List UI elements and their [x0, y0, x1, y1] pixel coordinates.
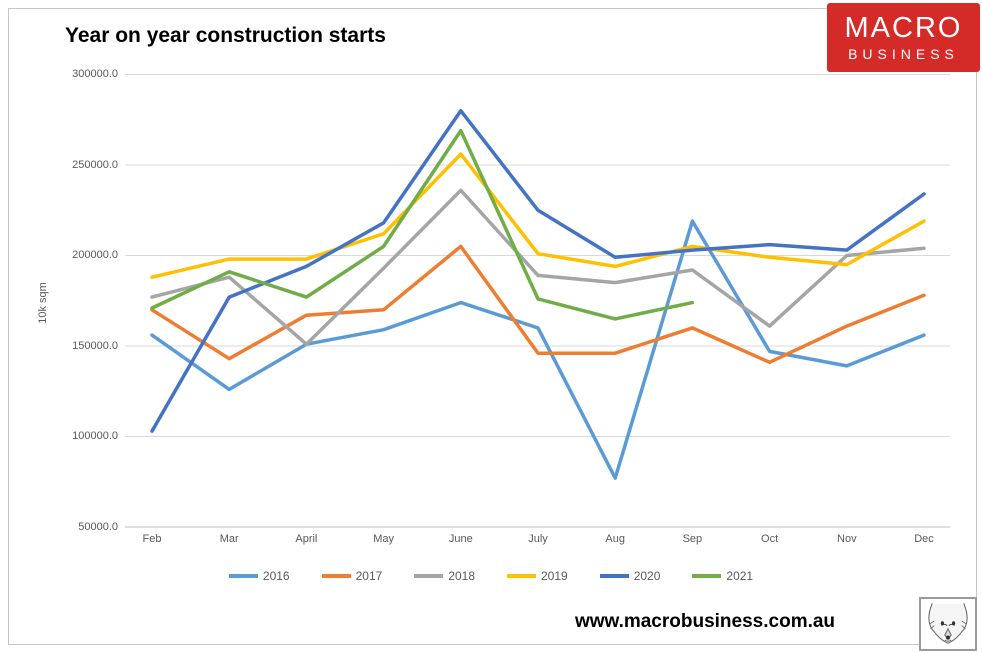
legend-label: 2017 [355, 569, 383, 583]
logo-text-business: BUSINESS [848, 45, 959, 62]
x-axis-tick-label: April [295, 533, 318, 545]
series-line-2021 [150, 128, 695, 321]
x-axis-tick-label: July [528, 533, 548, 545]
x-axis-tick-label: Sep [682, 533, 703, 545]
chart-legend: 2016 2017 2018 2019 2020 2021 [0, 569, 982, 583]
x-axis-tick-label: Dec [914, 533, 934, 545]
legend-item-2018: 2018 [414, 569, 475, 583]
legend-swatch-2021 [692, 574, 722, 578]
legend-item-2019: 2019 [507, 569, 568, 583]
legend-item-2021: 2021 [692, 569, 753, 583]
y-axis-title: 10k sqm [37, 282, 49, 324]
legend-swatch-2020 [599, 574, 629, 578]
y-axis-tick-label: 300000.0 [72, 68, 118, 80]
y-axis-tick-label: 250000.0 [72, 158, 118, 171]
x-axis-tick-label: Oct [761, 533, 779, 545]
x-axis-tick-label: May [373, 533, 394, 545]
legend-label: 2016 [262, 569, 290, 583]
x-axis-tick-label: Nov [837, 533, 857, 545]
series-line-2018 [150, 188, 926, 346]
y-axis-tick-label: 50000.0 [78, 520, 118, 533]
y-axis-tick-label: 150000.0 [72, 339, 118, 352]
chart-card-border [8, 8, 977, 645]
series-line-2020 [150, 108, 926, 433]
logo-text-macro: MACRO [844, 11, 963, 44]
x-axis-tick-label: June [448, 533, 473, 545]
y-axis-tick-label: 200000.0 [72, 249, 118, 261]
series-line-2019 [150, 152, 926, 279]
legend-label: 2020 [633, 569, 661, 583]
series-line-2017 [150, 244, 926, 365]
series-lines [150, 108, 926, 480]
legend-label: 2019 [541, 569, 568, 583]
legend-label: 2021 [726, 569, 754, 583]
x-axis-tick-label: Feb [142, 533, 162, 545]
fox-sketch-icon [919, 597, 977, 651]
x-axis-tick-label: Aug [605, 533, 625, 545]
legend-swatch-2018 [414, 574, 444, 578]
legend-item-2020: 2020 [599, 569, 661, 583]
x-axis-tick-label: Mar [219, 533, 239, 545]
legend-item-2016: 2016 [228, 569, 290, 583]
legend-label: 2018 [448, 569, 475, 583]
legend-item-2017: 2017 [321, 569, 383, 583]
macrobusiness-logo: MACRO BUSINESS [827, 3, 980, 72]
legend-swatch-2017 [321, 574, 351, 578]
y-axis-tick-label: 100000.0 [72, 430, 118, 442]
website-url: www.macrobusiness.com.au [574, 611, 836, 632]
legend-swatch-2016 [228, 574, 258, 578]
gridlines [125, 74, 950, 528]
chart-title: Year on year construction starts [65, 24, 386, 47]
legend-swatch-2019 [507, 574, 536, 578]
series-line-2016 [150, 219, 926, 480]
